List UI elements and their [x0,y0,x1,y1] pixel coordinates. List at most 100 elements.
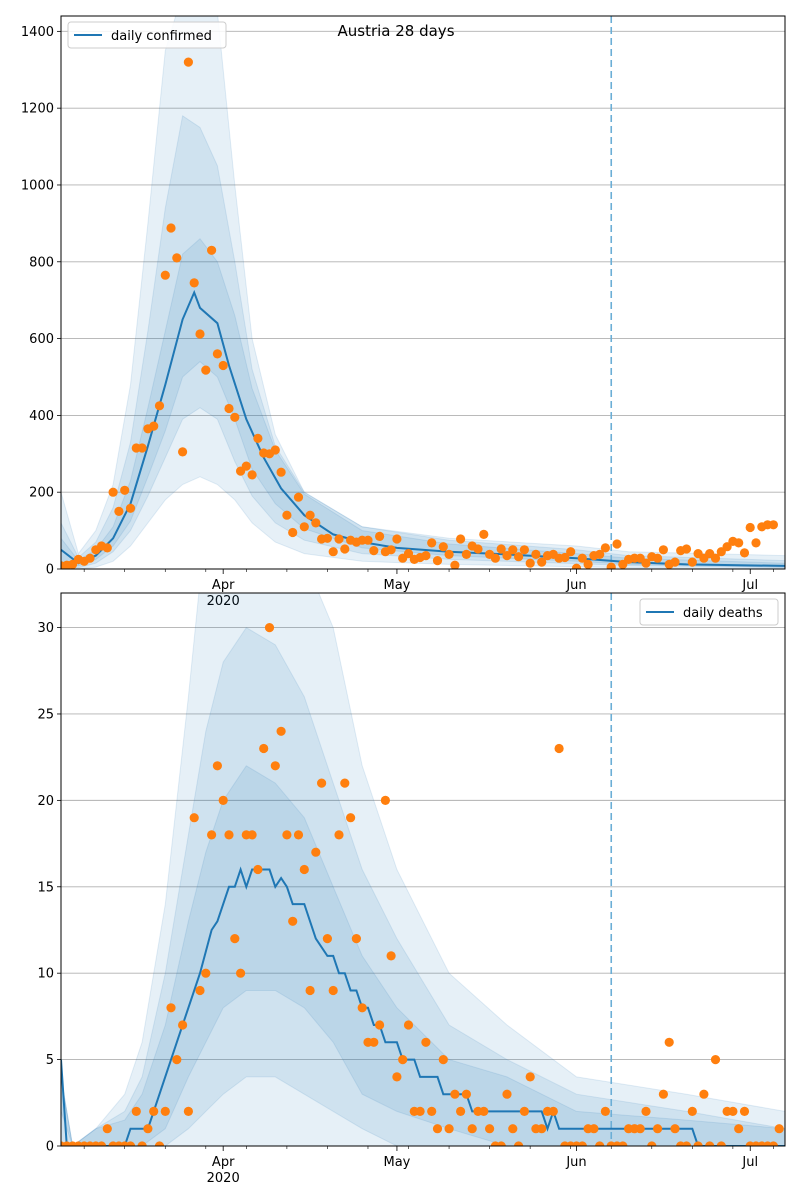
x-tick-sublabel: 2020 [207,594,240,609]
legend-box [67,21,227,49]
y-tick-label: 5 [46,1053,54,1068]
data-point [427,1106,437,1116]
data-point [485,1124,495,1134]
data-point [212,761,222,771]
plot-area [61,16,785,569]
data-point [125,503,136,513]
data-point [201,365,211,375]
data-point [681,544,692,554]
data-point [571,563,582,569]
data-point [595,549,605,560]
data-point [305,985,315,996]
data-point [658,545,669,555]
data-point [369,546,379,556]
data-point [166,1003,176,1013]
data-point [264,623,275,633]
data-point [183,1106,193,1116]
data-point [207,830,217,840]
data-point [589,1124,599,1134]
data-point [687,557,697,567]
data-point [299,864,309,875]
data-point [149,421,159,431]
data-point [270,761,280,771]
data-point [705,1141,715,1146]
data-point [653,1124,663,1134]
data-point [595,1141,605,1146]
data-point [247,470,257,480]
data-point [270,445,280,455]
data-point [734,1124,744,1134]
data-point [670,1124,680,1134]
data-point [183,57,193,67]
data-point [224,830,234,840]
data-point [479,1106,489,1116]
data-point [444,1124,454,1134]
y-tick-label: 1400 [21,25,54,40]
data-point [681,1141,692,1146]
data-point [438,542,448,552]
data-point [768,1141,778,1146]
data-point [357,1003,367,1013]
data-point [224,403,234,414]
data-point [739,1106,750,1116]
data-point [102,543,112,553]
data-point [710,1055,721,1065]
data-point [375,1020,385,1030]
data-point [514,1141,524,1146]
confidence-band [61,114,785,569]
data-point [699,1089,709,1099]
data-point [178,447,188,457]
x-tick-label: Jun [565,578,586,593]
data-point [560,552,570,563]
data-point [195,985,205,996]
data-point [340,778,350,788]
data-point [432,1124,443,1134]
data-point [96,1141,107,1146]
data-point [189,813,199,823]
data-point [519,545,530,555]
data-point [641,558,651,568]
data-point [658,1089,669,1099]
data-point [641,1106,651,1116]
data-point [768,520,779,530]
data-point [647,1141,657,1146]
plot-area [61,593,785,1146]
y-tick-label: 1200 [21,102,54,117]
chart-title: Austria 28 days [337,22,454,40]
data-point [212,349,222,359]
x-tick-label: May [383,1155,410,1170]
data-point [508,545,518,555]
data-point [415,1106,425,1116]
y-tick-label: 10 [37,967,54,982]
data-point [398,1055,408,1065]
data-point [467,1124,477,1134]
data-point [548,1106,558,1116]
axes-frame [60,592,786,1147]
data-point [479,529,489,540]
data-point [774,1124,784,1134]
data-point [207,245,217,255]
data-point [600,543,611,553]
data-point [618,1141,628,1146]
data-point [282,830,292,840]
data-point [276,467,286,477]
y-tick-label: 20 [37,794,54,809]
data-point [386,951,396,961]
y-tick-label: 400 [29,409,54,424]
data-point [583,559,593,569]
data-point [253,864,263,875]
confidence-band [61,593,785,1146]
y-tick-label: 0 [46,1140,54,1155]
data-point [525,1072,535,1082]
data-point [502,551,512,561]
data-point [322,934,332,944]
data-point [293,830,304,840]
data-point [710,553,721,563]
data-point [247,830,257,840]
data-point [259,743,269,754]
data-point [386,545,396,555]
legend: daily confirmed [67,21,227,49]
data-point [282,510,292,520]
